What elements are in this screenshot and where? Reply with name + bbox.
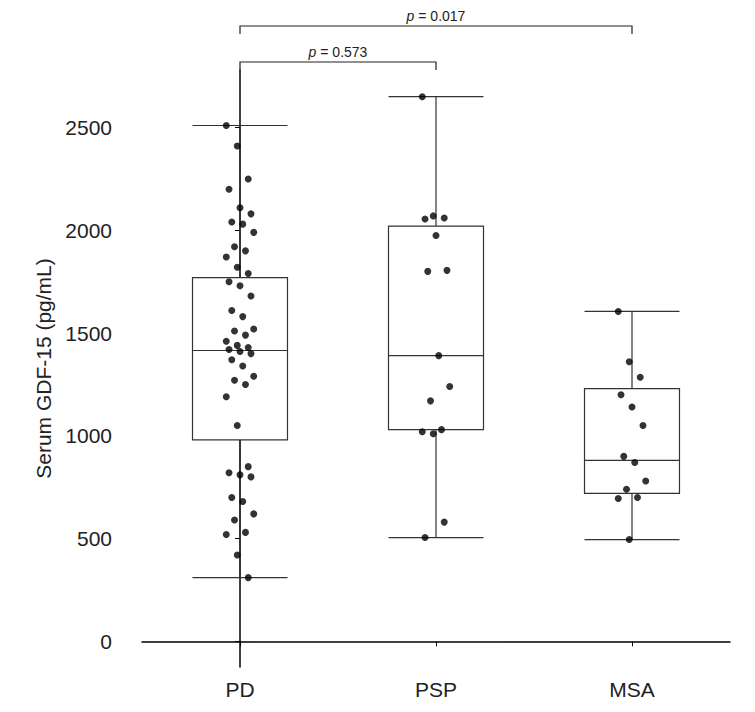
svg-text:p: p	[308, 44, 317, 60]
svg-text:= 0.017: = 0.017	[414, 8, 465, 24]
svg-text:0: 0	[100, 630, 112, 653]
svg-text:2000: 2000	[65, 219, 112, 242]
svg-text:p: p	[406, 8, 415, 24]
svg-text:1000: 1000	[65, 424, 112, 447]
svg-text:= 0.573: = 0.573	[316, 44, 367, 60]
svg-text:500: 500	[77, 527, 112, 550]
svg-text:Serum GDF-15 (pg/mL): Serum GDF-15 (pg/mL)	[32, 258, 55, 479]
svg-text:PSP: PSP	[415, 678, 457, 701]
svg-text:MSA: MSA	[609, 678, 655, 701]
svg-text:1500: 1500	[65, 322, 112, 345]
svg-text:PD: PD	[225, 678, 254, 701]
svg-text:2500: 2500	[65, 116, 112, 139]
